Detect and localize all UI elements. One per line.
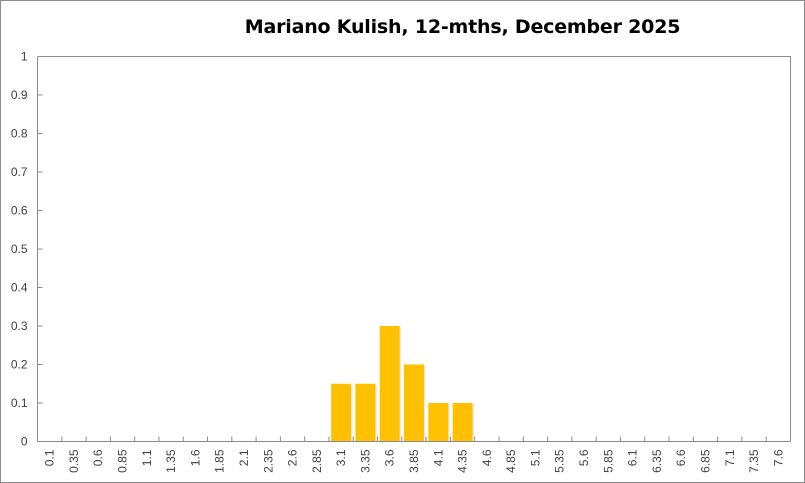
x-tick-label: 7.1 — [723, 449, 737, 466]
y-tick-label: 0.9 — [11, 88, 28, 102]
x-tick-label: 3.6 — [383, 449, 397, 466]
bar — [379, 326, 400, 442]
plot-border — [37, 56, 791, 442]
bar — [331, 383, 352, 442]
x-tick-label: 4.1 — [431, 449, 445, 466]
x-tick-label: 2.35 — [261, 449, 275, 473]
y-tick-label: 0.2 — [11, 358, 28, 372]
x-tick-label: 3.1 — [334, 449, 348, 466]
x-tick-label: 2.6 — [286, 449, 300, 466]
x-tick-label: 7.6 — [771, 449, 785, 466]
x-tick-label: 1.85 — [213, 449, 227, 473]
y-tick-label: 0.8 — [11, 127, 28, 141]
x-tick-label: 0.1 — [43, 449, 57, 466]
x-tick-label: 3.85 — [407, 449, 421, 473]
y-tick-label: 0.1 — [11, 396, 28, 410]
plot-area: 0 0.1 0.2 0.3 0.4 0.5 0.6 0.7 0.8 0.9 1 0.1 0.35 0.6 0… — [11, 50, 791, 473]
bar — [404, 364, 424, 442]
x-tick-label: 7.35 — [747, 449, 761, 473]
x-tick-label: 6.35 — [650, 449, 664, 473]
x-tick-label: 1.6 — [188, 449, 202, 466]
x-tick-label: 0.35 — [67, 449, 81, 473]
bar — [452, 403, 473, 442]
x-tick-label: 6.1 — [626, 449, 640, 466]
x-tick-label: 4.85 — [504, 449, 518, 473]
y-tick-label: 0.6 — [11, 204, 28, 218]
x-tick-label: 5.35 — [553, 449, 567, 473]
x-tick-label: 0.85 — [116, 449, 130, 473]
x-tick-label: 1.35 — [164, 449, 178, 473]
x-tick-label: 5.85 — [601, 449, 615, 473]
y-tick-label: 0.5 — [11, 242, 28, 256]
y-tick-label: 1 — [21, 50, 28, 64]
y-tick-label: 0.7 — [11, 165, 28, 179]
x-tick-label: 5.1 — [528, 449, 542, 466]
x-tick-label: 6.6 — [674, 449, 688, 466]
y-tick-label: 0.4 — [11, 281, 28, 295]
bar — [355, 383, 376, 442]
x-tick-label: 6.85 — [698, 449, 712, 473]
x-tick-label: 4.35 — [456, 449, 470, 473]
y-tick-label: 0.3 — [11, 319, 28, 333]
x-tick-label: 2.1 — [237, 449, 251, 466]
x-tick-label: 5.6 — [577, 449, 591, 466]
x-tick-label: 0.6 — [91, 449, 105, 466]
x-tick-label: 3.35 — [358, 449, 372, 473]
chart-title: Mariano Kulish, 12-mths, December 2025 — [244, 16, 681, 38]
x-tick-label: 2.85 — [310, 449, 324, 473]
x-tick-label: 1.1 — [140, 449, 154, 466]
x-tick-label: 4.6 — [480, 449, 494, 466]
y-tick-label: 0 — [21, 435, 28, 449]
bar — [428, 403, 449, 442]
